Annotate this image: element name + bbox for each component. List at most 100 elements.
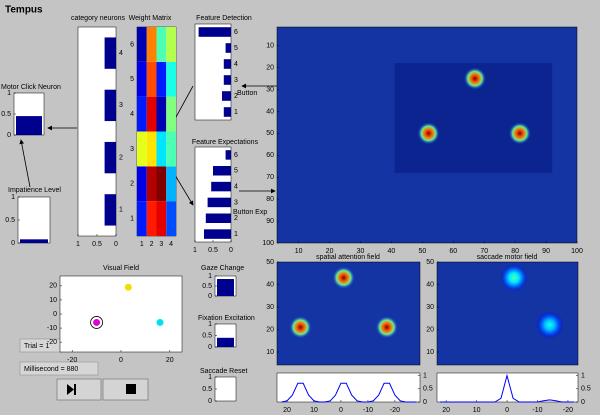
- panel-label: Feature Expectations: [192, 139, 259, 146]
- y-tick-label: 30: [266, 304, 274, 311]
- neuron-bar: [222, 91, 231, 101]
- y-tick-label: 4: [119, 50, 123, 57]
- activation-blob: [508, 122, 531, 145]
- play-button-face[interactable]: [56, 378, 102, 401]
- y-tick-label: 1: [234, 109, 238, 116]
- stop-button[interactable]: [102, 378, 149, 401]
- weight-cell: [166, 166, 176, 202]
- weight-cell: [146, 27, 157, 62]
- weight-cell: [146, 61, 157, 97]
- y-tick-label: 0: [208, 344, 212, 351]
- y-tick-label: 2: [234, 93, 238, 100]
- y-tick-label: 2: [130, 181, 134, 188]
- panel-label: Feature Detection: [196, 15, 252, 22]
- plot-area: [214, 376, 237, 402]
- panel-label: saccade motor field: [477, 254, 538, 261]
- y-tick-label: 1: [581, 372, 585, 379]
- play-icon: [67, 384, 74, 395]
- y-tick-label: 0.5: [581, 386, 591, 393]
- y-tick-label: 0.5: [202, 386, 212, 393]
- visual-object: [93, 318, 101, 326]
- y-tick-label: 10: [426, 349, 434, 356]
- x-tick-label: 40: [388, 248, 396, 255]
- x-tick-label: 20: [442, 407, 450, 414]
- weight-cell: [137, 166, 147, 202]
- x-tick-label: -20: [390, 407, 400, 414]
- y-tick-label: 6: [234, 152, 238, 159]
- plot-area: [59, 275, 183, 353]
- y-tick-label: 60: [266, 152, 274, 159]
- neuron-bar: [20, 239, 48, 243]
- app-title: Tempus: [5, 5, 43, 16]
- weight-cell: [166, 27, 176, 62]
- y-tick-label: 1: [208, 321, 212, 328]
- x-tick-label: 80: [511, 248, 519, 255]
- plot-area: [194, 23, 232, 121]
- y-tick-label: 0: [7, 132, 11, 139]
- y-tick-label: 0: [11, 240, 15, 247]
- y-tick-label: 20: [426, 326, 434, 333]
- y-tick-label: 1: [208, 374, 212, 381]
- y-tick-label: 1: [119, 207, 123, 214]
- x-tick-label: 20: [326, 248, 334, 255]
- weight-cell: [156, 27, 167, 62]
- x-tick-label: 1: [76, 241, 80, 248]
- activation-blob: [500, 263, 529, 292]
- y-tick-label: 40: [266, 108, 274, 115]
- y-tick-label: 6: [130, 41, 134, 48]
- weight-cell: [166, 96, 176, 132]
- y-tick-label: 70: [266, 174, 274, 181]
- stop-button-face[interactable]: [102, 378, 149, 401]
- y-tick-label: 0: [423, 399, 427, 406]
- plot-area: [194, 146, 232, 243]
- x-tick-label: 1: [193, 247, 197, 254]
- fixation-ring: [90, 316, 103, 329]
- x-tick-label: 3: [159, 241, 163, 248]
- y-tick-label: 40: [266, 281, 274, 288]
- weight-cell: [166, 201, 176, 236]
- y-tick-label: 4: [130, 111, 134, 118]
- x-tick-label: 4: [169, 241, 173, 248]
- x-tick-label: -20: [67, 357, 77, 364]
- neuron-bar: [104, 89, 116, 122]
- x-tick-label: 2: [150, 241, 154, 248]
- neuron-bar: [225, 150, 231, 160]
- y-tick-label: 1: [11, 194, 15, 201]
- activation-blob: [463, 67, 486, 90]
- annotation: Button Exp: [233, 209, 267, 216]
- x-tick-label: -20: [563, 407, 573, 414]
- y-tick-label: 20: [266, 64, 274, 71]
- neuron-bar: [225, 43, 231, 53]
- x-tick-label: 0.5: [92, 241, 102, 248]
- neuron-bar: [204, 229, 231, 239]
- y-tick-label: 4: [234, 61, 238, 68]
- weight-cell: [156, 61, 167, 97]
- y-tick-label: 10: [266, 349, 274, 356]
- y-tick-label: 0.5: [423, 386, 433, 393]
- y-tick-label: 3: [234, 199, 238, 206]
- y-tick-label: 80: [266, 196, 274, 203]
- millisecond-text: Millisecond = 880: [24, 366, 78, 373]
- neuron-bar: [223, 107, 231, 117]
- visual-object: [124, 283, 132, 291]
- play-button[interactable]: [56, 378, 102, 401]
- neuron-bar: [205, 213, 231, 223]
- weight-cell: [137, 61, 147, 97]
- weight-cell: [137, 201, 147, 236]
- panel-label: Gaze Change: [201, 265, 244, 272]
- x-tick-label: 0.5: [208, 247, 218, 254]
- weight-cell: [156, 166, 167, 202]
- x-tick-label: 10: [295, 248, 303, 255]
- activation-blob: [417, 122, 440, 145]
- y-tick-label: 20: [266, 326, 274, 333]
- y-tick-label: 0.5: [5, 217, 15, 224]
- weight-cell: [137, 96, 147, 132]
- weight-cell: [146, 201, 157, 236]
- activation-blob: [375, 316, 398, 339]
- neuron-bar: [207, 197, 231, 208]
- y-tick-label: 0: [208, 398, 212, 405]
- weight-cell: [146, 96, 157, 132]
- y-tick-label: 50: [266, 130, 274, 137]
- panel-label: Fixation Excitation: [198, 315, 255, 322]
- y-tick-label: 40: [426, 281, 434, 288]
